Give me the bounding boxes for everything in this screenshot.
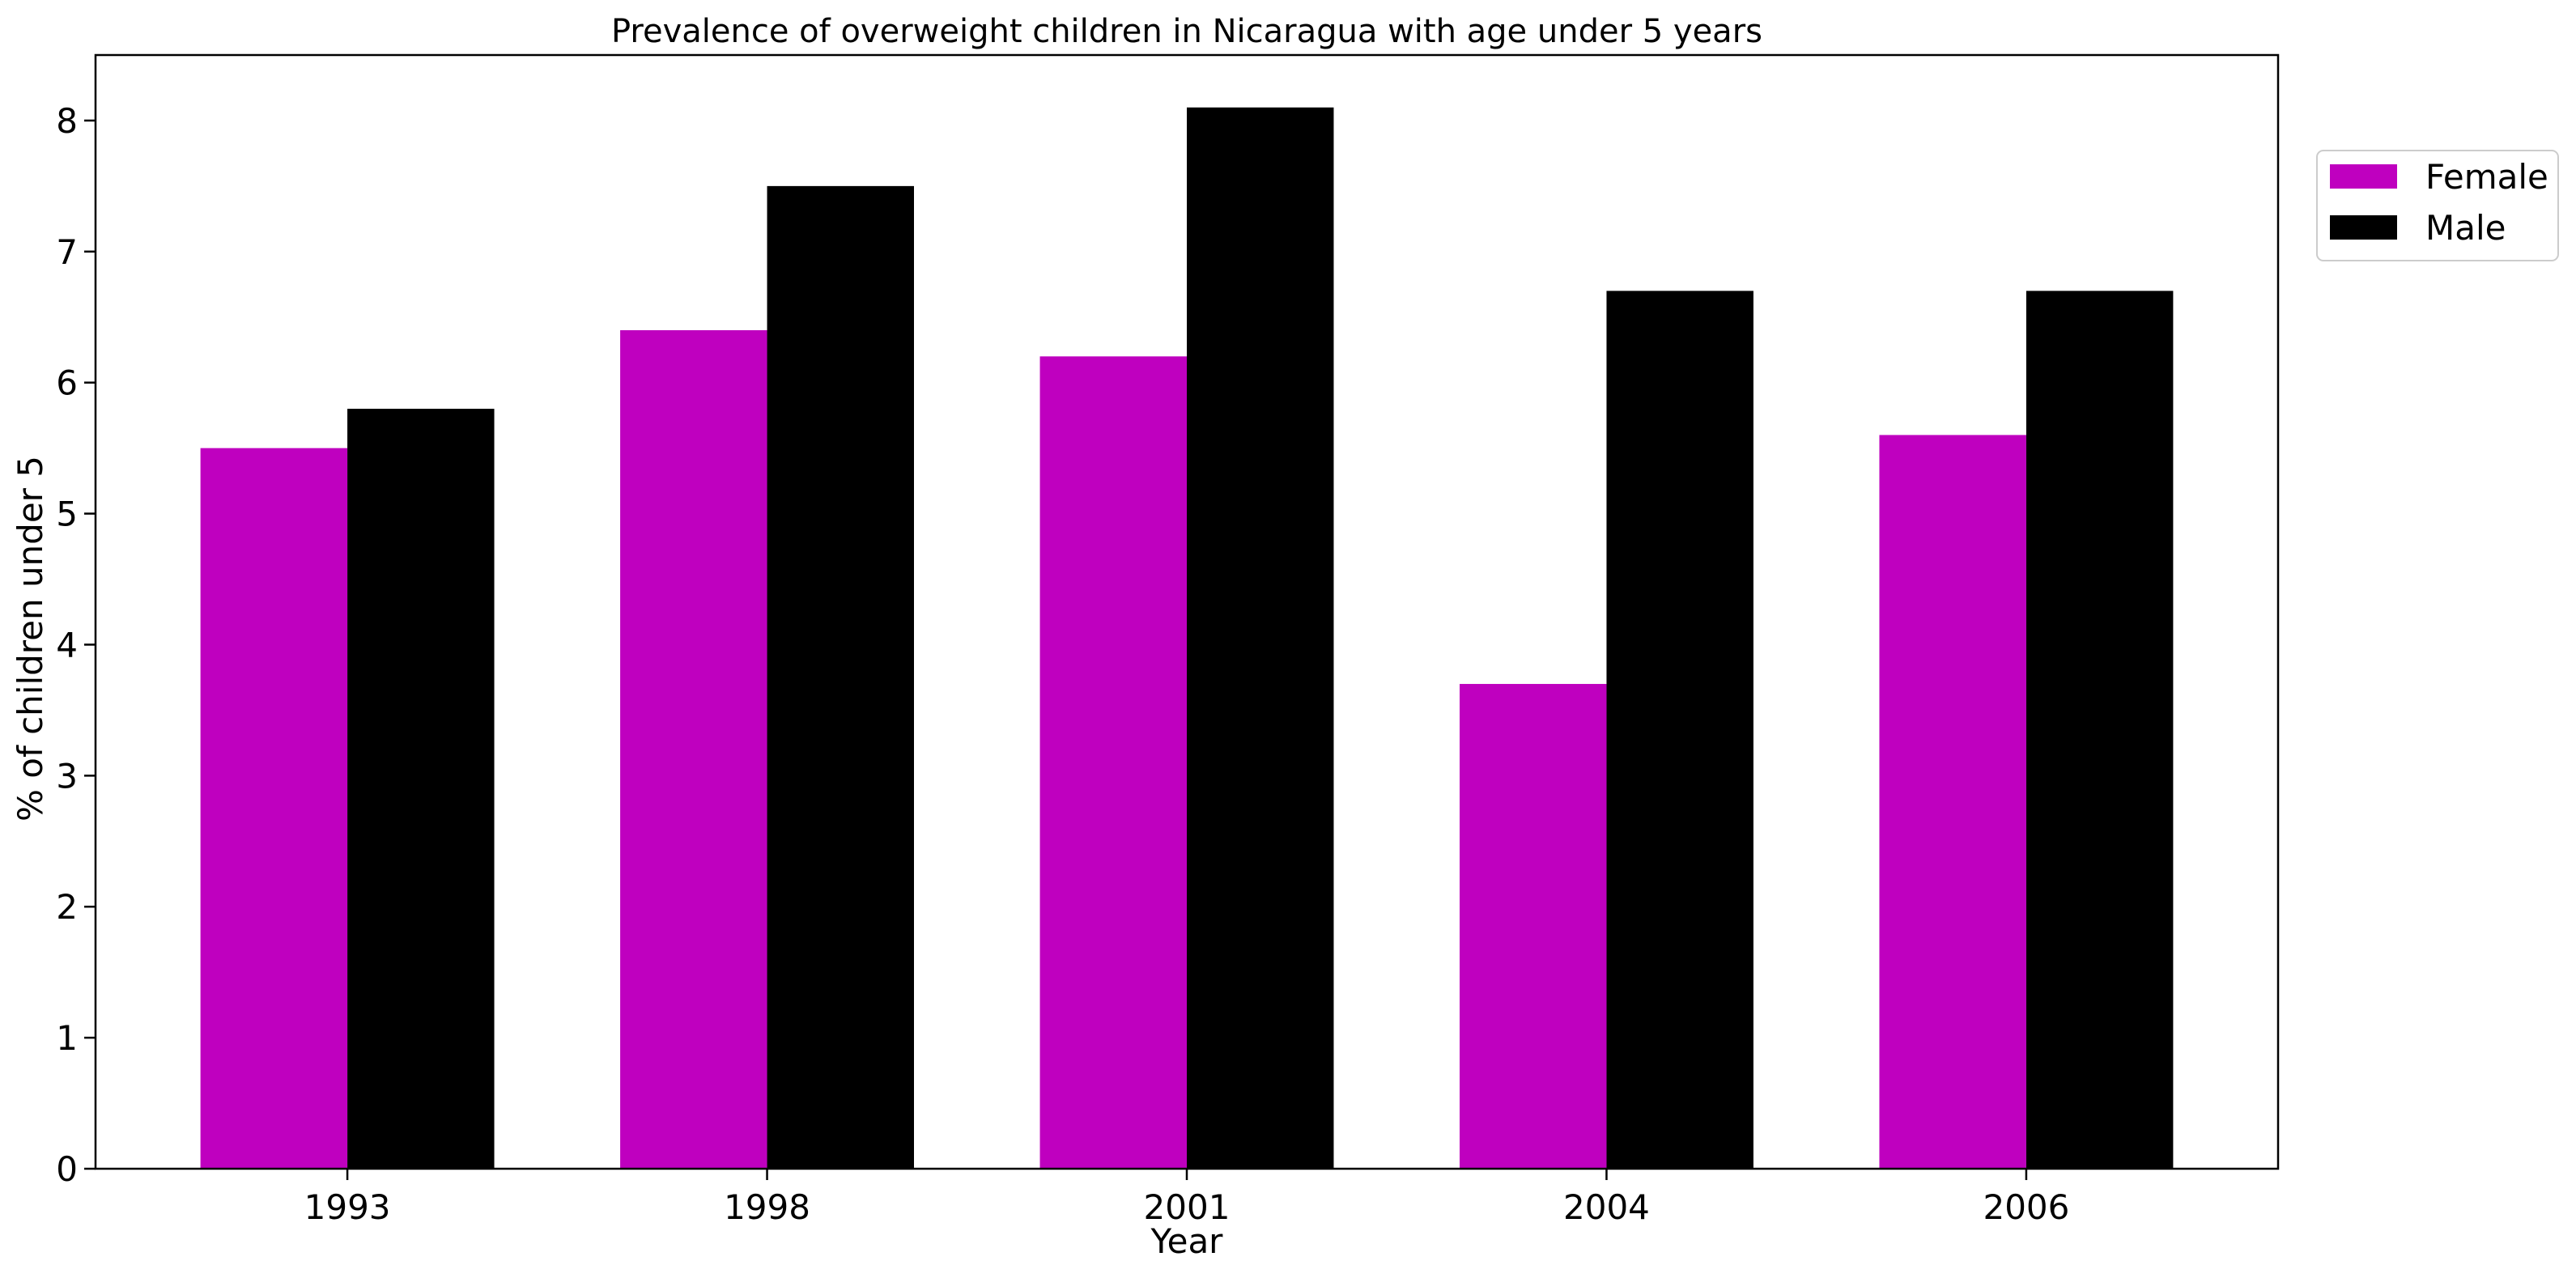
y-tick-label: 3 xyxy=(56,756,78,796)
legend: Female Male xyxy=(2316,150,2559,261)
y-tick-label: 5 xyxy=(56,495,78,534)
bars-group xyxy=(200,107,2174,1170)
bar-female-2004 xyxy=(1460,684,1607,1169)
bar-male-1998 xyxy=(767,185,914,1170)
bar-female-2006 xyxy=(1879,435,2026,1169)
bar-male-2001 xyxy=(1187,107,1334,1170)
y-axis-ticks: 0 1 2 3 4 5 6 7 8 xyxy=(56,101,96,1189)
y-tick-label: 7 xyxy=(56,232,78,272)
bar-female-1998 xyxy=(620,329,767,1170)
legend-swatch-female xyxy=(2330,164,2397,189)
bar-male-1993 xyxy=(347,409,495,1169)
y-axis-label: % of children under 5 xyxy=(11,456,50,822)
legend-label-female: Female xyxy=(2425,157,2548,197)
plot-frame xyxy=(94,53,2280,1170)
y-tick-label: 0 xyxy=(56,1149,78,1189)
y-tick-label: 6 xyxy=(56,363,78,403)
x-axis-label: Year xyxy=(1150,1221,1224,1261)
x-tick-label: 2006 xyxy=(1983,1187,2069,1227)
chart-title: Prevalence of overweight children in Nic… xyxy=(611,13,1762,50)
legend-label-male: Male xyxy=(2425,208,2506,248)
bar-female-2001 xyxy=(1039,356,1187,1169)
legend-swatch-male xyxy=(2330,215,2397,240)
x-axis-ticks: 1993 1998 2001 2004 2006 xyxy=(304,1169,2069,1227)
y-tick-label: 1 xyxy=(56,1018,78,1058)
x-tick-label: 1998 xyxy=(724,1187,810,1227)
y-tick-label: 4 xyxy=(56,625,78,664)
x-tick-label: 2004 xyxy=(1563,1187,1650,1227)
x-tick-label: 2001 xyxy=(1144,1187,1231,1227)
x-tick-label: 1993 xyxy=(304,1187,391,1227)
y-tick-label: 8 xyxy=(56,101,78,141)
bar-female-1993 xyxy=(200,448,348,1169)
bar-male-2006 xyxy=(2026,291,2174,1170)
y-tick-label: 2 xyxy=(56,887,78,927)
bar-male-2004 xyxy=(1606,291,1753,1170)
